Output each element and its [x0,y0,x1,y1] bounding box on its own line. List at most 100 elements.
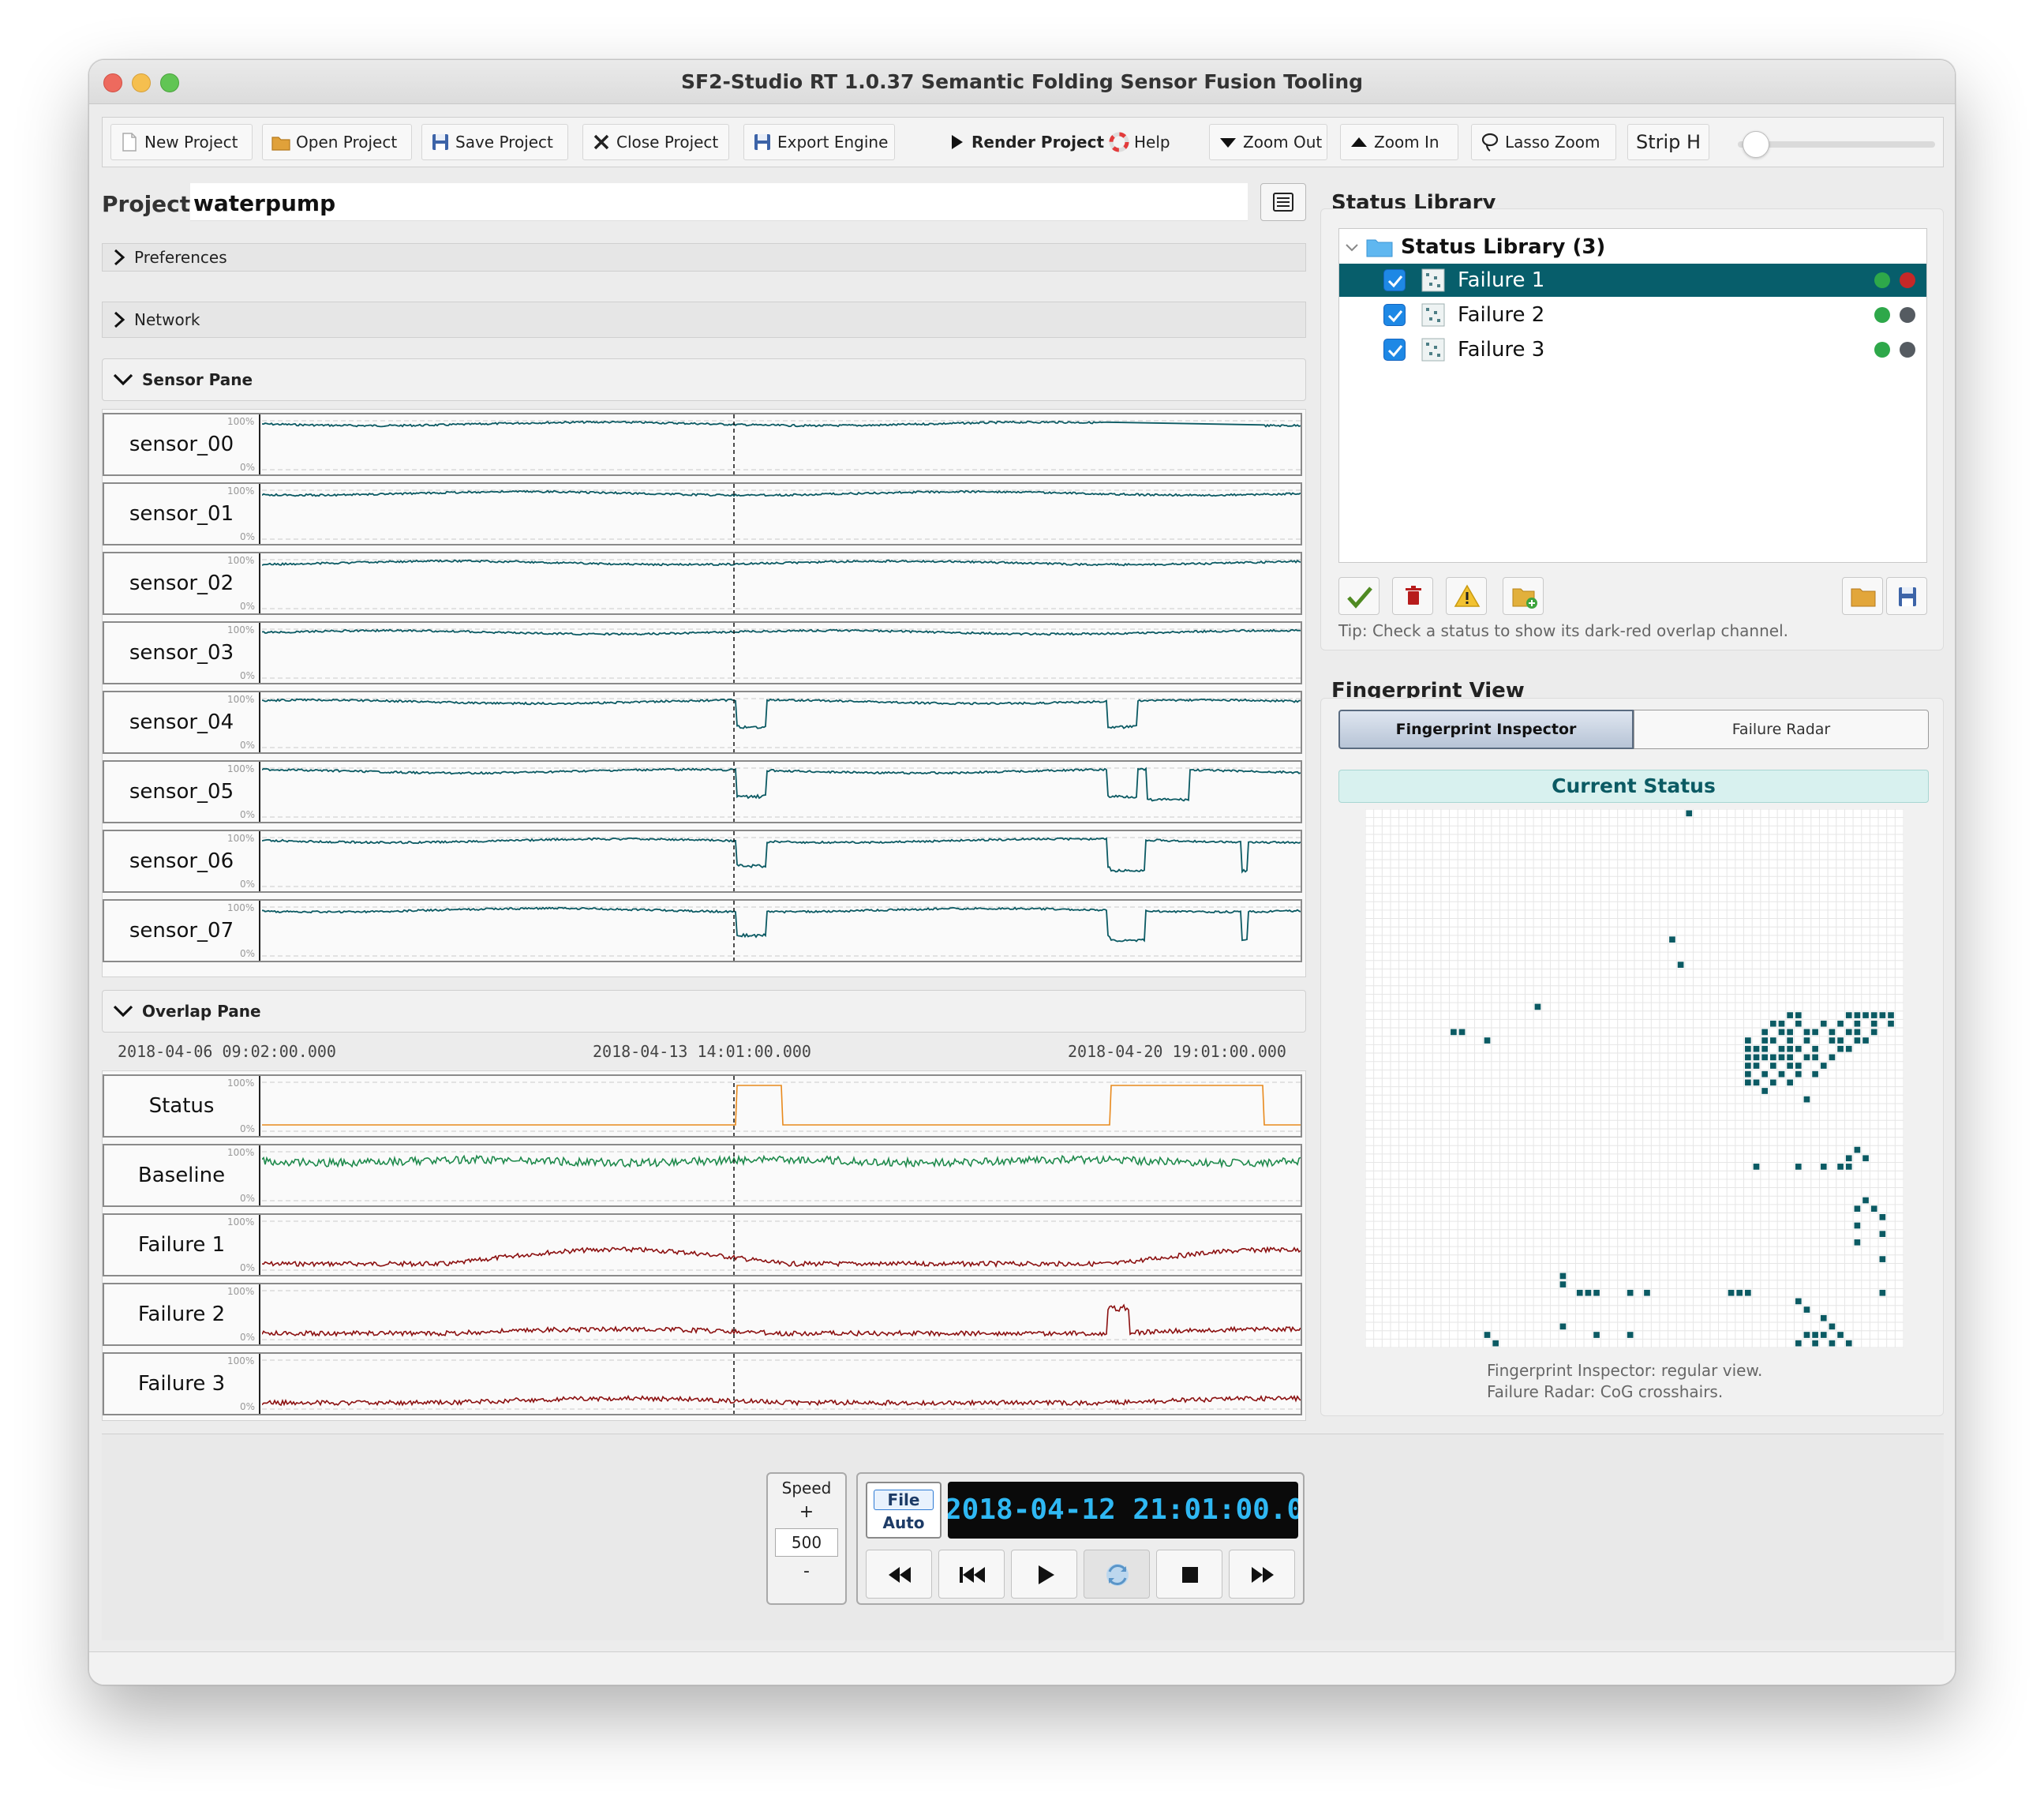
fingerprint-active-cell [1753,1045,1760,1052]
speed-decrease-button[interactable]: - [803,1561,810,1581]
signal-strip[interactable]: Failure 2 100% 0% [103,1283,1302,1346]
signal-strip[interactable]: sensor_00 100% 0% [103,413,1302,476]
apply-status-button[interactable] [1338,577,1380,615]
fingerprint-active-cell [1879,1256,1886,1262]
fingerprint-active-cell [1862,1155,1869,1162]
signal-strip[interactable]: sensor_06 100% 0% [103,830,1302,893]
skip-to-start-button[interactable] [938,1550,1005,1599]
zoom-out-button[interactable]: Zoom Out [1209,124,1327,160]
render-project-button[interactable]: Render Project [938,124,1104,160]
fast-forward-button[interactable] [1229,1550,1295,1599]
signal-strip[interactable]: sensor_04 100% 0% [103,691,1302,754]
minimize-window-button[interactable] [132,73,151,92]
status-checkbox[interactable] [1383,339,1406,361]
fingerprint-active-cell [1745,1054,1751,1061]
fingerprint-active-cell [1854,1205,1861,1212]
export-engine-button[interactable]: Export Engine [743,124,895,160]
file-auto-toggle[interactable]: File Auto [866,1482,942,1539]
fingerprint-active-cell [1870,1020,1877,1027]
fingerprint-active-cell [1803,1306,1810,1313]
signal-strip[interactable]: Failure 1 100% 0% [103,1213,1302,1276]
fingerprint-active-cell [1677,961,1684,968]
signal-trace [262,623,1301,683]
rewind-button[interactable] [866,1550,932,1599]
fingerprint-grid[interactable] [1365,808,1904,1348]
tab-fingerprint-inspector[interactable]: Fingerprint Inspector [1338,710,1634,749]
signal-strip[interactable]: sensor_01 100% 0% [103,482,1302,545]
signal-strip[interactable]: sensor_05 100% 0% [103,760,1302,823]
tab-failure-radar[interactable]: Failure Radar [1634,710,1929,749]
zoom-in-button[interactable]: Zoom In [1340,124,1458,160]
save-project-button[interactable]: Save Project [421,124,568,160]
new-project-button[interactable]: New Project [110,124,253,160]
save-library-button[interactable] [1886,577,1927,615]
fingerprint-active-cell [1787,1029,1793,1036]
help-label: Help [1134,133,1170,152]
help-button[interactable]: Help [1106,124,1182,160]
open-library-button[interactable] [1842,577,1883,615]
signal-trace [262,762,1301,822]
status-item-row[interactable]: Failure 2 [1339,298,1926,332]
signal-strip[interactable]: sensor_07 100% 0% [103,899,1302,962]
sensor-pane-label: Sensor Pane [142,370,253,389]
stop-button[interactable] [1156,1550,1222,1599]
zoom-window-button[interactable] [160,73,179,92]
status-checkbox[interactable] [1383,269,1406,291]
strip-height-slider-knob[interactable] [1743,131,1769,158]
sensor-pane-header[interactable]: Sensor Pane [102,358,1306,401]
signal-strip[interactable]: Status 100% 0% [103,1074,1302,1138]
zoom-in-label: Zoom In [1374,133,1439,152]
tree-root-row[interactable]: Status Library (3) [1339,231,1926,264]
project-notes-button[interactable] [1260,183,1306,221]
strip-label: sensor_05 [104,762,260,822]
fingerprint-active-cell [1829,1037,1836,1044]
file-mode-button[interactable]: File [874,1490,934,1510]
network-section-header[interactable]: Network [102,302,1306,338]
fingerprint-active-cell [1845,1012,1852,1018]
signal-strip[interactable]: Failure 3 100% 0% [103,1352,1302,1415]
fingerprint-active-cell [1812,1070,1818,1078]
auto-mode-button[interactable]: Auto [882,1513,925,1532]
fingerprint-active-cell [1862,1012,1869,1018]
playback-area: Speed + 500 - File Auto 2018-04-12 21:01… [102,1434,1944,1640]
project-name-field[interactable]: waterpump [190,183,1248,221]
fingerprint-active-cell [1803,1054,1810,1061]
open-project-button[interactable]: Open Project [262,124,412,160]
close-project-button[interactable]: Close Project [582,124,729,160]
strip-h-label: Strip H [1635,131,1701,153]
close-window-button[interactable] [103,73,122,92]
strip-height-slider-track[interactable] [1738,141,1935,148]
speed-label: Speed [781,1479,832,1498]
window-title: SF2-Studio RT 1.0.37 Semantic Folding Se… [680,70,1364,93]
warning-status-button[interactable] [1446,577,1487,615]
strip-label: sensor_00 [104,414,260,474]
fingerprint-active-cell [1761,1045,1768,1052]
status-item-row[interactable]: Failure 3 [1339,333,1926,366]
fingerprint-active-cell [1795,1164,1802,1170]
overlap-pane-header[interactable]: Overlap Pane [102,990,1306,1033]
play-button[interactable] [1011,1550,1077,1599]
speed-increase-button[interactable]: + [799,1502,814,1522]
signal-strip[interactable]: sensor_02 100% 0% [103,552,1302,615]
lasso-icon [1480,132,1500,152]
strip-scale-min: 0% [240,1262,256,1273]
fingerprint-active-cell [1745,1289,1751,1296]
fingerprint-active-cell [1761,1070,1768,1078]
preferences-section-header[interactable]: Preferences [102,243,1306,272]
fingerprint-note-line-1: Fingerprint Inspector: regular view. [1487,1361,1763,1380]
delete-status-button[interactable] [1392,577,1433,615]
fingerprint-active-cell [1829,1054,1836,1061]
fingerprint-active-cell [1627,1332,1634,1338]
lasso-zoom-button[interactable]: Lasso Zoom [1471,124,1616,160]
add-status-button[interactable] [1503,577,1544,615]
fingerprint-active-cell [1761,1029,1768,1036]
signal-strip[interactable]: sensor_03 100% 0% [103,621,1302,684]
fingerprint-active-cell [1559,1323,1567,1330]
status-item-row[interactable]: Failure 1 [1339,264,1926,297]
speed-value-field[interactable]: 500 [775,1528,838,1557]
signal-strip[interactable]: Baseline 100% 0% [103,1144,1302,1207]
status-checkbox[interactable] [1383,304,1406,326]
fingerprint-active-cell [1803,1029,1810,1036]
fingerprint-active-cell [1820,1314,1827,1321]
loop-button[interactable] [1084,1550,1150,1599]
